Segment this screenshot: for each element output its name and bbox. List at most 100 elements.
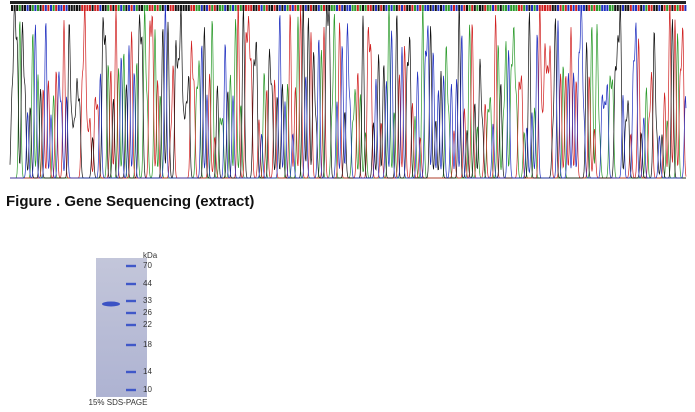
base-call xyxy=(629,5,632,11)
base-call xyxy=(588,5,591,11)
base-call xyxy=(492,5,494,11)
base-call xyxy=(122,5,125,11)
base-call xyxy=(320,5,323,11)
base-call xyxy=(68,5,71,11)
base-call xyxy=(174,5,177,11)
base-call xyxy=(273,5,276,11)
base-call xyxy=(120,5,123,11)
base-call xyxy=(624,5,627,11)
base-call xyxy=(260,5,263,11)
base-call xyxy=(486,5,489,11)
ladder-band xyxy=(126,264,136,268)
base-call xyxy=(351,5,354,11)
base-call xyxy=(603,5,606,11)
base-call xyxy=(528,5,531,11)
base-call xyxy=(577,5,580,11)
base-call xyxy=(198,5,201,11)
base-call xyxy=(193,5,195,11)
base-call xyxy=(312,5,315,11)
base-call xyxy=(601,5,604,11)
base-call xyxy=(167,5,169,11)
base-call xyxy=(50,5,52,11)
figure-caption: Figure . Gene Sequencing (extract) xyxy=(6,193,255,210)
base-call xyxy=(484,5,487,11)
base-call xyxy=(21,5,24,11)
marker-label: 18 xyxy=(143,340,152,349)
base-call xyxy=(570,5,572,11)
base-call xyxy=(455,5,458,11)
base-call xyxy=(250,5,253,11)
base-call xyxy=(89,5,91,11)
base-call xyxy=(609,5,611,11)
base-call xyxy=(52,5,55,11)
base-call xyxy=(70,5,73,11)
base-call xyxy=(26,5,29,11)
base-call xyxy=(115,5,117,11)
ladder-band xyxy=(126,370,136,374)
base-call xyxy=(161,5,164,11)
base-call xyxy=(304,5,307,11)
base-call xyxy=(684,5,687,11)
base-call xyxy=(247,5,250,11)
base-call xyxy=(31,5,34,11)
trace xyxy=(9,5,686,179)
base-call xyxy=(551,5,554,11)
base-call xyxy=(172,5,175,11)
base-call xyxy=(403,5,406,11)
base-call xyxy=(666,5,669,11)
base-call xyxy=(109,5,112,11)
base-call xyxy=(336,5,338,11)
base-call xyxy=(546,5,549,11)
marker-label: 33 xyxy=(143,296,152,305)
base-call xyxy=(489,5,492,11)
base-call xyxy=(437,5,440,11)
base-call xyxy=(507,5,510,11)
base-call xyxy=(616,5,619,11)
base-call xyxy=(213,5,216,11)
base-call xyxy=(681,5,684,11)
base-call xyxy=(276,5,279,11)
base-call xyxy=(377,5,380,11)
base-call xyxy=(299,5,302,11)
base-call xyxy=(408,5,411,11)
base-call xyxy=(237,5,240,11)
base-call xyxy=(648,5,650,11)
base-call xyxy=(356,5,359,11)
base-call xyxy=(590,5,593,11)
base-call xyxy=(541,5,544,11)
base-call xyxy=(650,5,653,11)
base-call xyxy=(533,5,536,11)
base-call xyxy=(398,5,401,11)
marker-label: 10 xyxy=(143,385,152,394)
base-call xyxy=(466,5,468,11)
base-call xyxy=(102,5,104,11)
base-call xyxy=(596,5,598,11)
base-call xyxy=(380,5,383,11)
base-call xyxy=(471,5,474,11)
base-call xyxy=(369,5,372,11)
base-call xyxy=(364,5,367,11)
gel-image xyxy=(96,258,147,397)
base-call xyxy=(263,5,266,11)
base-call xyxy=(219,5,221,11)
base-call xyxy=(112,5,115,11)
base-call xyxy=(658,5,661,11)
sequence-ruler xyxy=(10,1,686,4)
base-call xyxy=(159,5,162,11)
marker-label: 44 xyxy=(143,279,152,288)
base-call xyxy=(55,5,58,11)
chromatogram xyxy=(9,1,687,179)
base-call xyxy=(359,5,362,11)
base-call xyxy=(661,5,663,11)
base-call xyxy=(611,5,614,11)
marker-label: 14 xyxy=(143,367,152,376)
base-call xyxy=(107,5,110,11)
base-call xyxy=(330,5,333,11)
base-call xyxy=(450,5,453,11)
base-call xyxy=(393,5,396,11)
base-call xyxy=(16,5,19,11)
base-call xyxy=(42,5,45,11)
base-call xyxy=(382,5,385,11)
gel-caption: 15% SDS-PAGE xyxy=(88,398,148,407)
base-call xyxy=(505,5,507,11)
